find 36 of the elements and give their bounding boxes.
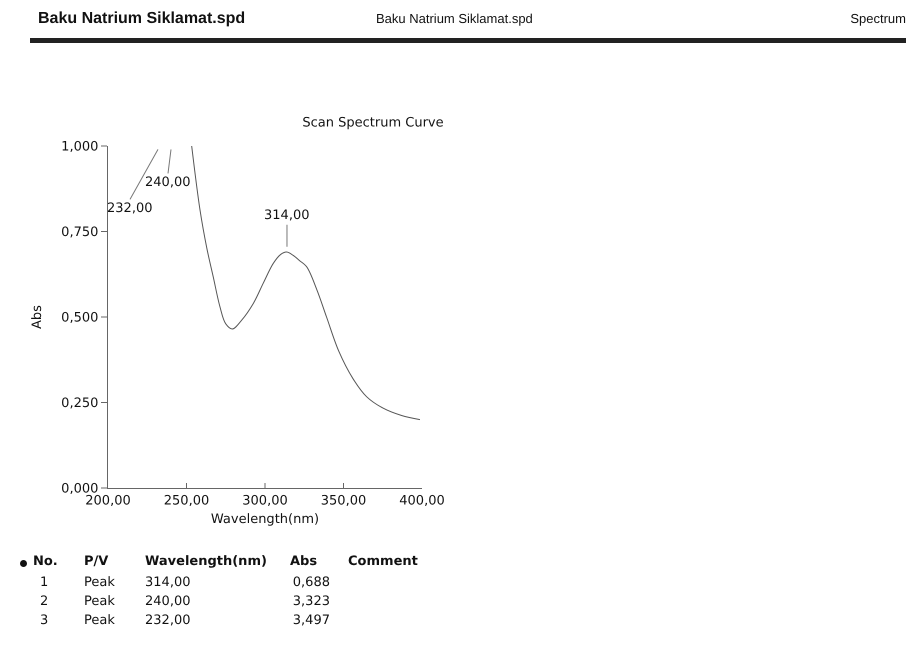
- chart-title: Scan Spectrum Curve: [302, 116, 444, 131]
- text: P/V: [84, 554, 108, 569]
- text: 1: [40, 575, 48, 590]
- x-tick-label: 200,00: [85, 494, 131, 509]
- x-tick-label: 350,00: [320, 494, 366, 509]
- text: 3: [40, 613, 48, 628]
- x-tick-label: 250,00: [164, 494, 210, 509]
- text: 314,00: [145, 575, 190, 590]
- text: Peak: [84, 594, 115, 609]
- text: Spectrum: [850, 11, 906, 26]
- y-tick-label: 0,250: [61, 396, 98, 412]
- text: 240,00: [145, 594, 190, 609]
- text: No.: [33, 554, 58, 569]
- text: Peak: [84, 575, 115, 590]
- annotation: 232,00: [107, 201, 152, 216]
- text: Baku Natrium Siklamat.spd: [376, 11, 533, 26]
- y-axis-title: Abs: [30, 304, 46, 329]
- x-tick-label: 300,00: [242, 494, 288, 509]
- annotation: 240,00: [145, 175, 190, 190]
- text: 232,00: [145, 613, 190, 628]
- x-tick-label: 400,00: [399, 494, 445, 509]
- y-tick-label: 0,750: [61, 225, 98, 240]
- text: Baku Natrium Siklamat.spd: [38, 10, 246, 28]
- text: 3,497: [292, 613, 330, 628]
- text: 0,688: [292, 575, 330, 590]
- y-tick-label: 1,000: [61, 140, 98, 155]
- annotation: 314,00: [264, 208, 310, 223]
- text: 3,323: [292, 594, 330, 609]
- text: Peak: [84, 613, 115, 628]
- text: Comment: [348, 554, 418, 569]
- text: Abs: [290, 554, 318, 569]
- text: 2: [40, 594, 48, 609]
- x-axis-title: Wavelength(nm): [210, 512, 320, 528]
- line-series: [191, 146, 420, 420]
- y-tick-label: 0,500: [61, 310, 98, 326]
- text: Wavelength(nm): [145, 554, 267, 569]
